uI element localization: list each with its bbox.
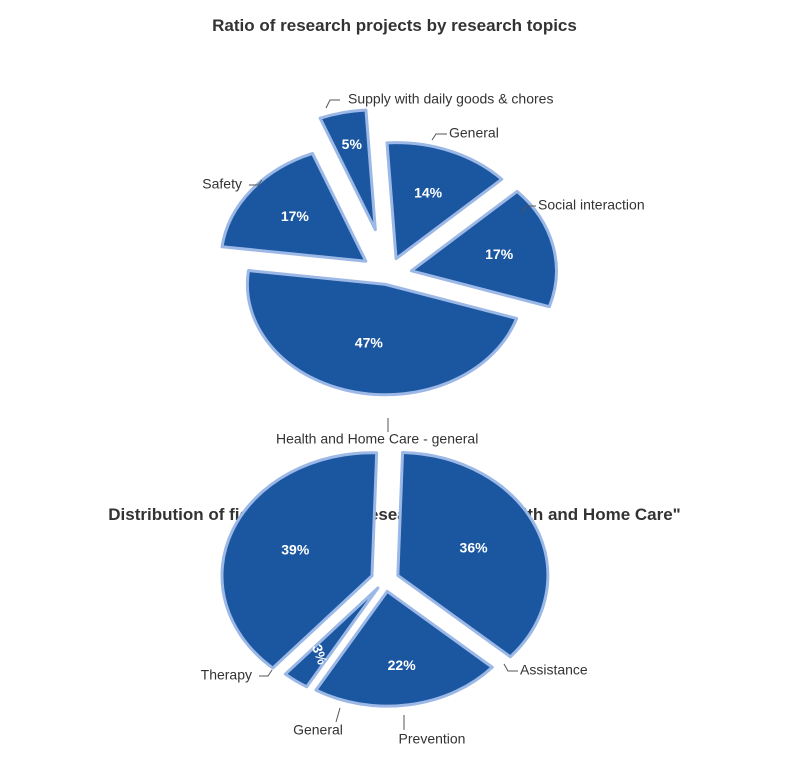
slice-value-c1-assistance: 36% — [460, 539, 489, 555]
leader-line-c1-assistance — [503, 663, 518, 672]
slice-label-c0-health-and-home-care-general: Health and Home Care - general — [276, 431, 478, 447]
slice-label-c0-safety: Safety — [202, 176, 242, 192]
leader-line-c1-general — [335, 707, 341, 723]
slice-label-c0-social-interaction: Social interaction — [538, 197, 645, 213]
pie-slice-c0-social-interaction — [409, 189, 558, 309]
pie-slice-c1-therapy — [220, 451, 379, 670]
leader-line-c1-therapy — [259, 669, 273, 677]
slice-label-c0-general: General — [449, 125, 499, 141]
pie-slice-c0-health-and-home-care-general — [245, 269, 519, 397]
pie-slice-c0-supply-with-daily-goods-chores — [318, 108, 377, 232]
slice-value-c1-general: 3% — [309, 642, 331, 667]
pie-slice-c1-prevention — [314, 589, 494, 708]
slice-value-c0-supply-with-daily-goods-chores: 5% — [342, 136, 363, 152]
leader-line-c0-general — [431, 133, 447, 141]
slice-label-c1-prevention: Prevention — [399, 731, 466, 747]
slice-value-c0-health-and-home-care-general: 47% — [355, 334, 384, 350]
slice-value-c0-general: 14% — [414, 185, 443, 201]
slice-label-c0-supply-with-daily-goods-chores: Supply with daily goods & chores — [348, 91, 553, 107]
chart-title-research-topics: Ratio of research projects by research t… — [212, 16, 577, 35]
leader-line-c0-social-interaction — [520, 205, 536, 213]
slice-label-c1-assistance: Assistance — [520, 662, 588, 678]
pie-slice-c1-general — [283, 586, 380, 689]
pie-slice-c0-safety — [220, 151, 368, 263]
slice-value-c0-social-interaction: 17% — [485, 246, 514, 262]
slice-value-c0-safety: 17% — [281, 208, 310, 224]
leader-line-c0-supply-with-daily-goods-chores — [325, 99, 340, 109]
pie-slice-c0-general — [385, 141, 504, 261]
leader-line-c0-safety — [249, 179, 263, 186]
pie-slice-c1-assistance — [396, 451, 550, 659]
slice-value-c1-therapy: 39% — [281, 542, 310, 558]
slice-label-c1-therapy: Therapy — [201, 667, 252, 683]
slice-value-c1-prevention: 22% — [388, 657, 417, 673]
slice-label-c1-general: General — [293, 722, 343, 738]
